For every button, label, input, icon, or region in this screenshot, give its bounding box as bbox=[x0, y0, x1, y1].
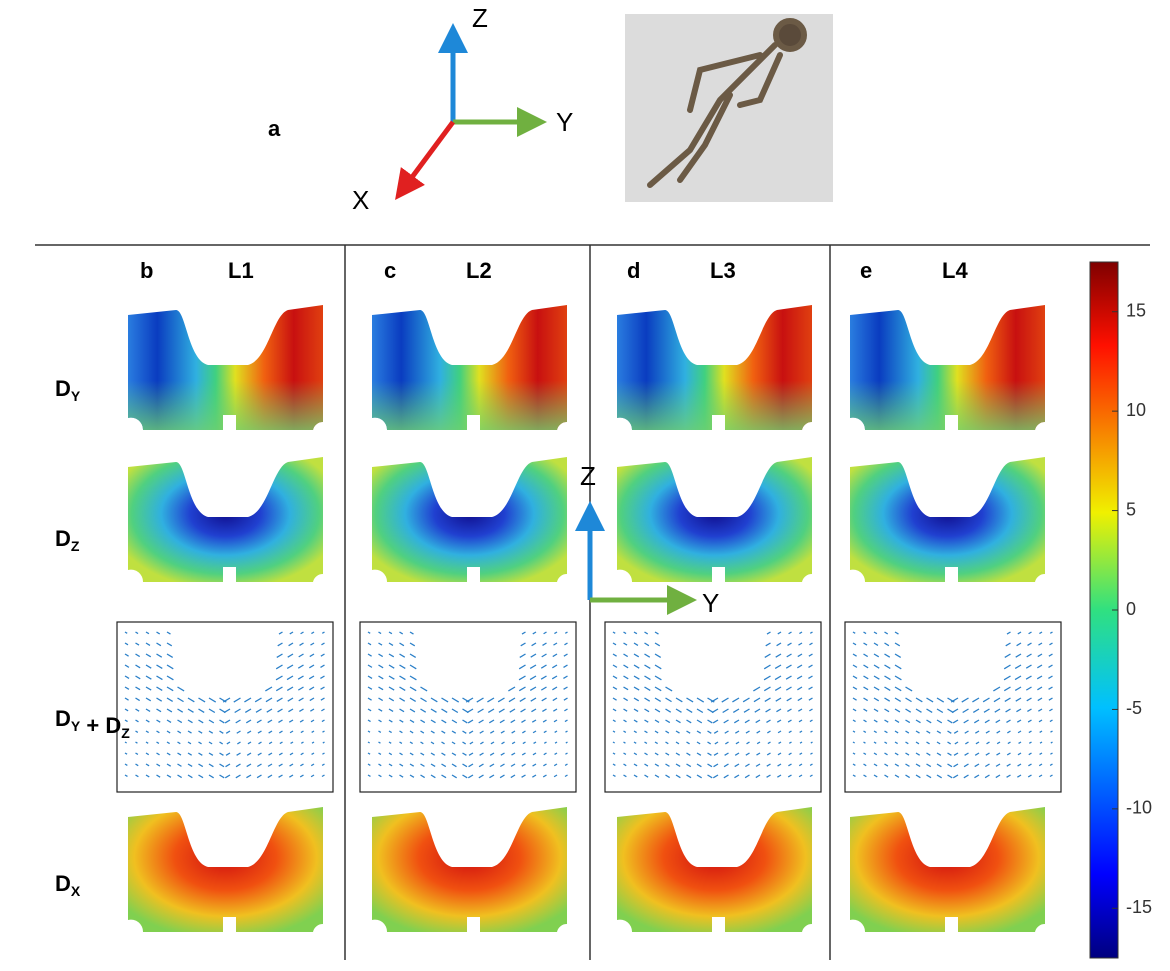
column-title: L3 bbox=[710, 258, 736, 283]
panel-label: a bbox=[268, 116, 281, 141]
heatmap bbox=[850, 305, 1045, 431]
x-arrow bbox=[404, 122, 453, 188]
column-letter: d bbox=[627, 258, 640, 283]
heatmap bbox=[617, 305, 812, 431]
heatmap bbox=[850, 807, 1045, 933]
axis-label: Y bbox=[556, 107, 573, 137]
heatmap bbox=[372, 305, 567, 431]
heatmap bbox=[128, 807, 323, 933]
heatmap bbox=[372, 457, 567, 583]
colorbar-tick-label: -5 bbox=[1126, 698, 1142, 718]
heatmap bbox=[128, 457, 323, 583]
row-label: DY bbox=[55, 376, 81, 404]
column-title: L4 bbox=[942, 258, 968, 283]
axis-label: Y bbox=[702, 588, 719, 618]
skeleton-image bbox=[625, 14, 833, 202]
heatmap bbox=[850, 457, 1045, 583]
row-label: DZ bbox=[55, 526, 80, 554]
figure: a Z Y X bL1cL2dL3eL4DYDZDY + DZDX-15-10-… bbox=[0, 0, 1170, 971]
column-letter: c bbox=[384, 258, 396, 283]
axis-label: Z bbox=[580, 461, 596, 491]
quiver-plot bbox=[605, 622, 821, 792]
quiver-plot bbox=[360, 622, 576, 792]
row-label: DX bbox=[55, 871, 81, 899]
column-title: L1 bbox=[228, 258, 254, 283]
axis-label: Z bbox=[472, 3, 488, 33]
column-letter: b bbox=[140, 258, 153, 283]
heatmap bbox=[617, 807, 812, 933]
colorbar-tick-label: -10 bbox=[1126, 798, 1152, 818]
colorbar-tick-label: -15 bbox=[1126, 897, 1152, 917]
colorbar-tick-label: 15 bbox=[1126, 300, 1146, 320]
heatmap bbox=[128, 305, 323, 431]
column-title: L2 bbox=[466, 258, 492, 283]
colorbar-tick-label: 5 bbox=[1126, 499, 1136, 519]
colorbar-tick-label: 0 bbox=[1126, 599, 1136, 619]
heatmap bbox=[617, 457, 812, 583]
heatmap bbox=[372, 807, 567, 933]
quiver-plot bbox=[117, 622, 333, 792]
column-letter: e bbox=[860, 258, 872, 283]
colorbar-tick-label: 10 bbox=[1126, 400, 1146, 420]
axis-label: X bbox=[352, 185, 369, 215]
quiver-plot bbox=[845, 622, 1061, 792]
